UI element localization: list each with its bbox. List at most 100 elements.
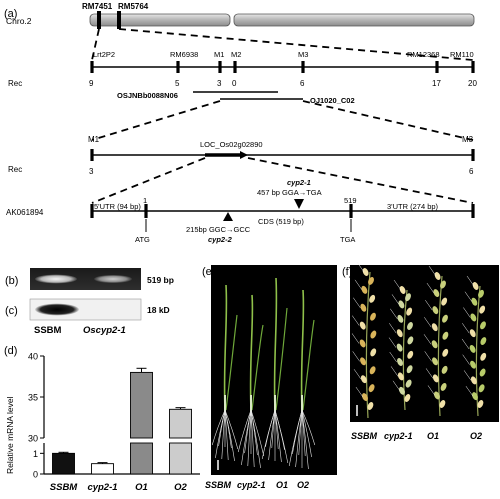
marker-lrt2p2: Lrt2P2	[93, 50, 115, 59]
rice-grain	[398, 300, 405, 309]
cds-label: CDS (519 bp)	[258, 217, 304, 226]
rice-grain	[440, 280, 446, 289]
panel-f: (f) SSBM cyp2-1 O1 O2	[342, 261, 499, 441]
rec-m3: 6	[300, 79, 305, 88]
mutation-cyp2-2-change: 215bp GGC→GCC	[186, 225, 251, 234]
gene-locus-name: LOC_Os02g02890	[200, 140, 263, 149]
rice-grain	[470, 376, 477, 385]
rice-grain	[470, 360, 476, 369]
zoom-line-left	[91, 28, 100, 61]
awn	[351, 333, 360, 344]
rice-grain	[432, 357, 438, 366]
seedling-root	[292, 409, 303, 455]
rice-grain	[406, 307, 413, 316]
rice-grain	[477, 400, 484, 408]
panel-label-a: (a)	[4, 8, 17, 20]
fine-rec-right: 6	[469, 167, 474, 176]
rice-grain	[479, 368, 486, 377]
awn	[425, 368, 434, 379]
zoom-line-fine-left	[91, 100, 221, 141]
rice-grain	[396, 343, 403, 352]
awn	[392, 380, 401, 391]
panicle-axis	[402, 289, 408, 411]
awn	[389, 323, 397, 334]
seedling-plants	[211, 277, 316, 470]
rice-grain	[369, 294, 376, 303]
rice-grain	[478, 384, 485, 393]
rice-grain	[361, 285, 368, 294]
marker-rm7451: RM7451	[82, 2, 113, 11]
x-tick-label: SSBM	[50, 482, 79, 493]
bar-O1-lower	[130, 442, 153, 475]
lane-label-ssbm: SSBM	[34, 325, 62, 336]
rec-m2: 0	[232, 79, 237, 88]
awn	[466, 275, 475, 287]
rice-grain	[396, 329, 403, 338]
mutation-cyp2-2-marker	[223, 212, 233, 221]
seedling-leaf	[302, 319, 315, 411]
awn	[424, 351, 432, 362]
gel-band-oscyp2-1	[94, 275, 132, 283]
rec-rm110: 20	[468, 79, 477, 88]
seedling-root	[221, 409, 226, 460]
panicle-axis	[437, 275, 443, 417]
rec-rm6938: 5	[175, 79, 180, 88]
photo-f-label-o2: O2	[470, 431, 482, 441]
panel-label-b: (b)	[5, 275, 18, 287]
start-codon-label: ATG	[135, 235, 150, 244]
rice-grain	[407, 322, 413, 330]
rice-grain	[368, 276, 374, 285]
x-tick-label: O1	[135, 482, 148, 493]
awn	[423, 334, 432, 345]
rice-grain	[367, 402, 374, 410]
marker-m3: M3	[298, 50, 308, 59]
zoom-line-gene-right	[247, 157, 474, 204]
bac-oj1020-c02: OJ1020_C02	[310, 96, 355, 105]
rec-lrt2p2: 9	[89, 79, 94, 88]
utr3-label: 3'UTR (274 bp)	[387, 202, 439, 211]
seedling-leaf	[225, 314, 238, 411]
panel-label-f: (f)	[342, 266, 352, 278]
awn	[428, 265, 437, 277]
rec-label: Rec	[8, 79, 22, 88]
chromosome-arm-left	[89, 13, 231, 27]
marker-tick-rm7451	[97, 11, 101, 29]
x-tick-label: cyp2-1	[87, 482, 117, 493]
marker-m1: M1	[214, 50, 224, 59]
marker-m2: M2	[231, 50, 241, 59]
gel-band-ssbm	[35, 274, 77, 284]
y-tick-label: 0	[33, 470, 38, 480]
seedling-root	[301, 409, 312, 458]
awn	[462, 323, 470, 334]
band-size-c: 18 kD	[147, 305, 170, 315]
panel-a: (a) Chro.2 RM7451 RM5764 Lrt2P2 RM6938 M…	[4, 2, 477, 244]
seedling-root	[250, 409, 255, 468]
rice-grain	[442, 331, 449, 340]
rice-grain	[433, 289, 440, 298]
y-tick-label: 30	[28, 434, 38, 444]
rice-grain	[470, 313, 477, 322]
fine-marker-m3: M3	[462, 135, 474, 144]
rice-grain	[362, 268, 369, 276]
rice-grain	[431, 340, 438, 349]
seedling-leaf	[249, 294, 254, 411]
seedling-root	[250, 409, 261, 469]
panicle-axis	[365, 271, 371, 419]
rice-grain	[432, 374, 439, 383]
panel-label-c: (c)	[5, 305, 18, 317]
rice-grain	[478, 289, 484, 298]
mutation-cyp2-2-name: cyp2-2	[208, 235, 233, 244]
photo-e-label-cyp2-1: cyp2-1	[237, 480, 266, 490]
rice-grain	[359, 339, 366, 348]
bar-O1-upper	[130, 371, 153, 439]
x-tick-label: O2	[174, 482, 187, 493]
cds-start-position: 1	[143, 196, 147, 205]
panel-label-d: (d)	[4, 345, 17, 357]
awn	[461, 338, 470, 350]
bar-O2-lower	[169, 442, 192, 475]
seedling-root	[301, 409, 309, 470]
awn	[427, 385, 436, 396]
seedling-root	[250, 409, 265, 457]
seedling-root	[247, 409, 252, 467]
photo-f-label-o1: O1	[427, 431, 439, 441]
